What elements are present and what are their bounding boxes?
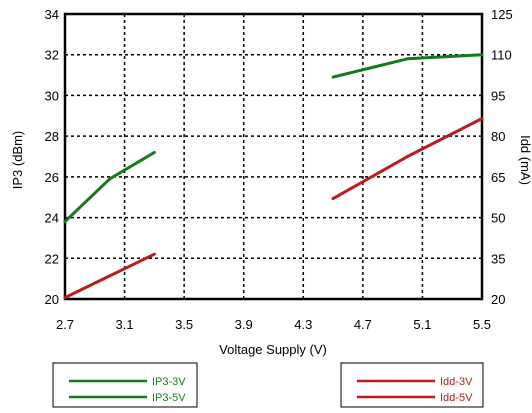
x-tick-label: 4.7 <box>354 317 372 332</box>
y-tick-label: 28 <box>45 129 59 144</box>
y2-tick-label: 65 <box>491 170 505 185</box>
y2-tick-label: 80 <box>491 129 505 144</box>
x-axis-title: Voltage Supply (V) <box>219 342 327 357</box>
y-tick-label: 22 <box>45 251 59 266</box>
y2-axis-ticks: 20 35 50 65 80 95 110 125 <box>491 7 513 307</box>
y-axis-ticks: 20 22 24 26 28 30 32 34 <box>45 7 59 307</box>
series-line-idd-5v <box>331 117 484 201</box>
legend-label-ip3-5v: IP3-5V <box>152 392 186 404</box>
y2-tick-label: 125 <box>491 7 513 22</box>
y-tick-label: 20 <box>45 292 59 307</box>
y2-axis-title: Idd (mA) <box>518 135 532 185</box>
plot-frame <box>63 12 484 301</box>
series-lines <box>63 53 484 300</box>
series-line-ip3-5v <box>331 53 484 79</box>
x-tick-label: 4.3 <box>294 317 312 332</box>
y-tick-label: 26 <box>45 170 59 185</box>
legend-ip3-box <box>52 362 198 408</box>
x-tick-label: 3.9 <box>235 317 253 332</box>
x-axis-ticks: 2.7 3.1 3.5 3.9 4.3 4.7 5.1 5.5 <box>56 317 491 332</box>
legend-ip3: IP3-3V IP3-5V <box>52 362 198 408</box>
y-tick-label: 24 <box>45 211 59 226</box>
y2-tick-label: 95 <box>491 88 505 103</box>
legend-label-idd-5v: Idd-5V <box>440 392 473 404</box>
legend-idd: Idd-3V Idd-5V <box>340 362 484 408</box>
y-axis-title: IP3 (dBm) <box>10 131 25 190</box>
y2-tick-label: 110 <box>491 48 512 63</box>
y2-tick-label: 35 <box>491 251 505 266</box>
y2-tick-label: 20 <box>491 292 505 307</box>
x-tick-label: 2.7 <box>56 317 74 332</box>
x-tick-label: 5.1 <box>413 317 431 332</box>
legend-label-idd-3v: Idd-3V <box>440 376 473 388</box>
y2-tick-label: 50 <box>491 211 505 226</box>
legend-idd-box <box>340 362 484 408</box>
x-tick-label: 3.1 <box>116 317 134 332</box>
x-tick-label: 3.5 <box>175 317 193 332</box>
y-tick-label: 32 <box>45 48 59 63</box>
y-tick-label: 34 <box>45 7 59 22</box>
series-line-idd-3v <box>63 252 156 300</box>
y-tick-label: 30 <box>45 88 59 103</box>
legend-label-ip3-3v: IP3-3V <box>152 376 186 388</box>
x-tick-label: 5.5 <box>473 317 491 332</box>
series-line-ip3-3v <box>63 150 156 224</box>
